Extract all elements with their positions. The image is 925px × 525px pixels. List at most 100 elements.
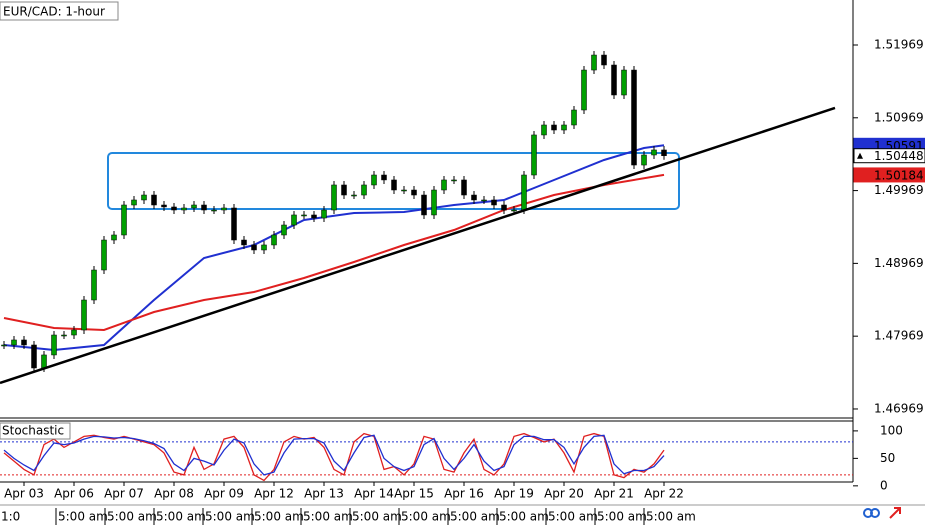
candle xyxy=(231,207,237,241)
x-tick-label: Apr 16 xyxy=(444,487,484,501)
candle xyxy=(571,109,577,126)
time-label: 5:00 am xyxy=(156,510,206,524)
x-tick-label: Apr 03 xyxy=(4,487,44,501)
candle xyxy=(31,344,37,369)
time-label: 5:00 am xyxy=(548,510,598,524)
candle xyxy=(441,179,447,191)
candle xyxy=(401,189,407,192)
candle xyxy=(131,199,137,206)
candle xyxy=(101,239,107,271)
candle xyxy=(261,244,267,251)
candle xyxy=(541,124,547,136)
candle xyxy=(51,334,57,356)
x-tick-label: Apr 14 xyxy=(354,487,394,501)
candle xyxy=(581,69,587,111)
candle xyxy=(191,204,197,209)
time-label: 5:00 am xyxy=(646,510,696,524)
y-tick-label: 1.51969 xyxy=(874,37,924,51)
candle xyxy=(281,224,287,236)
candle xyxy=(161,204,167,208)
x-tick-label: Apr 09 xyxy=(204,487,244,501)
time-label: 5:00 am xyxy=(303,510,353,524)
candle xyxy=(511,209,517,212)
y-tick-label: 1.47969 xyxy=(874,329,924,343)
candle xyxy=(361,184,367,196)
candle xyxy=(241,239,247,246)
candle xyxy=(1,344,7,347)
stochastic-line xyxy=(3,434,665,476)
price-panel xyxy=(1,51,680,372)
x-tick-label: Apr 07 xyxy=(104,487,144,501)
candle xyxy=(501,204,507,211)
candle xyxy=(41,354,47,369)
time-label: 5:00 am xyxy=(352,510,402,524)
candle xyxy=(391,179,397,191)
candle xyxy=(481,199,487,202)
time-label: 5:00 am xyxy=(58,510,108,524)
time-label: 5:00 am xyxy=(254,510,304,524)
y-tick-label: 100 xyxy=(880,423,903,437)
candle xyxy=(321,209,327,219)
chart-title: EUR/CAD: 1-hour xyxy=(3,5,105,19)
candle xyxy=(611,64,617,96)
candle xyxy=(371,174,377,186)
candle xyxy=(641,154,647,166)
candle xyxy=(521,174,527,211)
candle xyxy=(111,234,117,241)
y-tick-label: 1.48969 xyxy=(874,256,924,270)
candle xyxy=(301,214,307,217)
candle xyxy=(651,149,657,156)
candle xyxy=(81,299,87,331)
candle xyxy=(631,69,637,166)
panel-title: Stochastic xyxy=(2,424,64,438)
candle xyxy=(421,194,427,216)
candle xyxy=(531,134,537,176)
current-marker xyxy=(857,152,863,159)
candle xyxy=(601,54,607,66)
candle xyxy=(181,207,187,211)
time-label: 5:00 am xyxy=(107,510,157,524)
candle xyxy=(141,194,147,201)
candle xyxy=(71,329,77,336)
x-tick-label: Apr 12 xyxy=(254,487,294,501)
candle xyxy=(471,194,477,201)
x-tick-label: Apr 19 xyxy=(494,487,534,501)
toolbar-icons[interactable] xyxy=(863,507,901,519)
candle xyxy=(451,179,457,182)
time-label: 1:0 xyxy=(1,510,20,524)
candle xyxy=(221,207,227,211)
range-box xyxy=(107,152,680,210)
x-tick-label: Apr 20 xyxy=(544,487,584,501)
candle xyxy=(201,204,207,211)
link-icon[interactable] xyxy=(870,508,880,518)
candle xyxy=(381,174,387,181)
candle xyxy=(11,339,17,346)
candle xyxy=(491,199,497,206)
candle xyxy=(341,184,347,196)
last-value-box xyxy=(853,148,925,164)
candle xyxy=(621,69,627,96)
candle xyxy=(271,234,277,246)
candle xyxy=(331,184,337,211)
time-label: 5:00 am xyxy=(401,510,451,524)
candle xyxy=(91,269,97,301)
candle xyxy=(61,334,67,337)
trendline xyxy=(0,106,836,385)
x-tick-label: Apr 21 xyxy=(594,487,634,501)
arrow-icon[interactable] xyxy=(889,507,901,519)
candle xyxy=(171,206,177,211)
x-tick-label: Apr 22 xyxy=(644,487,684,501)
y-tick-label: 1.46969 xyxy=(874,401,924,415)
last-value-box xyxy=(853,167,925,183)
candle xyxy=(461,179,467,196)
x-tick-label: Apr 13 xyxy=(304,487,344,501)
y-tick-label: 1.50969 xyxy=(874,110,924,124)
candle xyxy=(561,124,567,131)
candle xyxy=(291,214,297,226)
candle xyxy=(591,54,597,71)
candle xyxy=(251,244,257,251)
time-label: 5:00 am xyxy=(205,510,255,524)
last-value-label: 1.50448 xyxy=(874,149,924,163)
y-tick-label: 0 xyxy=(880,478,888,492)
